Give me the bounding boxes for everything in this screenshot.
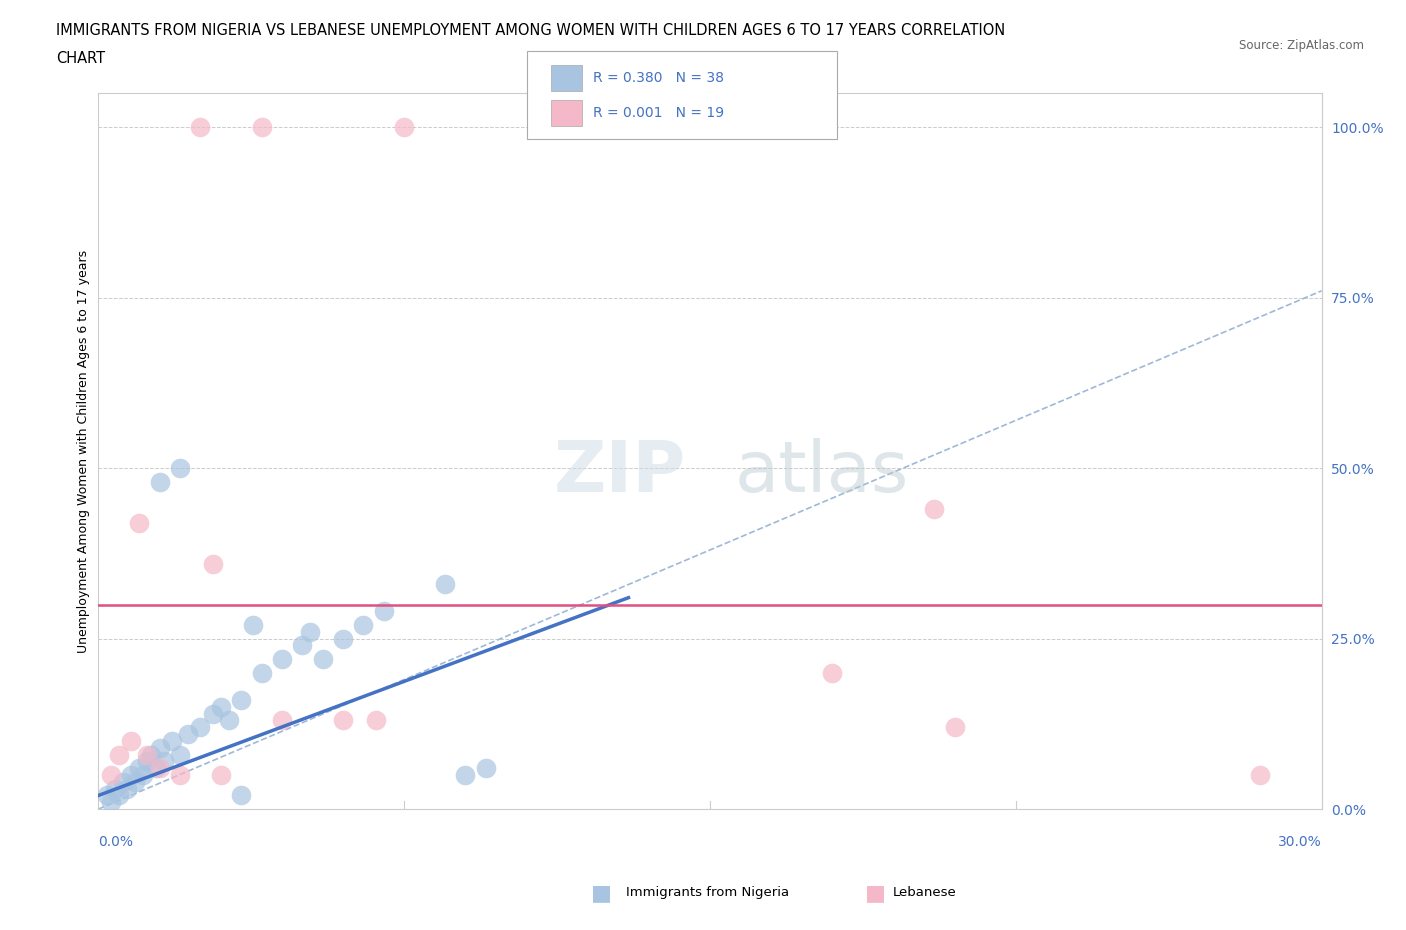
Text: CHART: CHART: [56, 51, 105, 66]
Point: [312, 652, 335, 667]
Text: Lebanese: Lebanese: [893, 886, 956, 899]
Text: Immigrants from Nigeria: Immigrants from Nigeria: [626, 886, 789, 899]
Point: [188, 120, 212, 135]
Point: [177, 726, 200, 741]
Point: [270, 713, 294, 728]
Point: [821, 665, 844, 680]
Point: [128, 761, 150, 776]
Point: [149, 761, 172, 776]
Text: ■: ■: [865, 883, 886, 903]
Point: [152, 754, 174, 769]
Point: [169, 460, 191, 475]
Point: [115, 781, 138, 796]
Point: [299, 624, 322, 639]
Point: [352, 618, 374, 632]
Point: [332, 631, 354, 646]
Point: [108, 747, 131, 762]
Point: [149, 740, 172, 755]
Point: [169, 767, 191, 782]
Point: [250, 120, 273, 135]
Text: Source: ZipAtlas.com: Source: ZipAtlas.com: [1239, 39, 1364, 52]
Point: [132, 767, 155, 782]
Point: [104, 781, 127, 796]
Point: [124, 775, 146, 790]
Point: [201, 556, 224, 571]
Point: [160, 734, 183, 749]
Point: [242, 618, 264, 632]
Point: [364, 713, 387, 728]
Text: ■: ■: [591, 883, 612, 903]
Text: R = 0.380   N = 38: R = 0.380 N = 38: [593, 71, 724, 86]
Point: [169, 747, 191, 762]
Text: ZIP: ZIP: [554, 438, 686, 507]
Point: [141, 747, 163, 762]
Point: [332, 713, 354, 728]
Point: [454, 767, 477, 782]
Text: IMMIGRANTS FROM NIGERIA VS LEBANESE UNEMPLOYMENT AMONG WOMEN WITH CHILDREN AGES : IMMIGRANTS FROM NIGERIA VS LEBANESE UNEM…: [56, 23, 1005, 38]
Point: [474, 761, 498, 776]
Point: [392, 120, 416, 135]
Point: [149, 474, 172, 489]
Point: [136, 747, 159, 762]
Point: [188, 720, 212, 735]
Point: [128, 515, 150, 530]
Point: [209, 767, 232, 782]
Point: [231, 788, 253, 803]
Point: [209, 699, 232, 714]
Text: 0.0%: 0.0%: [98, 835, 134, 849]
Point: [218, 713, 240, 728]
Point: [136, 754, 159, 769]
Point: [373, 604, 395, 618]
Point: [922, 501, 945, 516]
Point: [201, 706, 224, 721]
Point: [96, 788, 118, 803]
Point: [231, 693, 253, 708]
Point: [100, 767, 122, 782]
Point: [1249, 767, 1271, 782]
Point: [270, 652, 294, 667]
Point: [145, 761, 167, 776]
Point: [111, 775, 134, 790]
Point: [120, 734, 142, 749]
Point: [291, 638, 314, 653]
Point: [108, 788, 131, 803]
Y-axis label: Unemployment Among Women with Children Ages 6 to 17 years: Unemployment Among Women with Children A…: [77, 249, 90, 653]
Text: R = 0.001   N = 19: R = 0.001 N = 19: [593, 105, 724, 120]
Text: 30.0%: 30.0%: [1278, 835, 1322, 849]
Text: atlas: atlas: [734, 438, 908, 507]
Point: [250, 665, 273, 680]
Point: [943, 720, 966, 735]
Point: [433, 577, 456, 591]
Point: [120, 767, 142, 782]
Point: [100, 795, 122, 810]
